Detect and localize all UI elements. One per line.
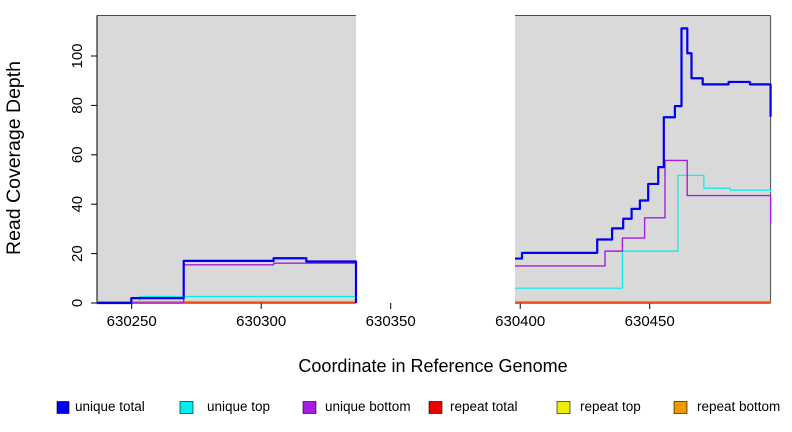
svg-text:0: 0 (69, 299, 86, 307)
svg-text:100: 100 (69, 43, 86, 68)
svg-text:repeat bottom: repeat bottom (697, 399, 780, 414)
svg-text:80: 80 (69, 97, 86, 114)
svg-text:630300: 630300 (236, 313, 286, 330)
svg-text:unique total: unique total (75, 399, 145, 414)
svg-text:repeat total: repeat total (450, 399, 518, 414)
svg-text:60: 60 (69, 146, 86, 163)
svg-text:20: 20 (69, 245, 86, 262)
svg-text:630450: 630450 (625, 313, 675, 330)
svg-text:630350: 630350 (366, 313, 416, 330)
svg-text:630250: 630250 (107, 313, 157, 330)
svg-text:repeat top: repeat top (580, 399, 641, 414)
svg-text:unique top: unique top (207, 399, 270, 414)
svg-text:630400: 630400 (495, 313, 545, 330)
svg-text:Read Coverage Depth: Read Coverage Depth (3, 61, 25, 255)
svg-text:unique bottom: unique bottom (325, 399, 411, 414)
svg-text:Coordinate in Reference Genome: Coordinate in Reference Genome (298, 356, 567, 376)
svg-text:40: 40 (69, 196, 86, 213)
